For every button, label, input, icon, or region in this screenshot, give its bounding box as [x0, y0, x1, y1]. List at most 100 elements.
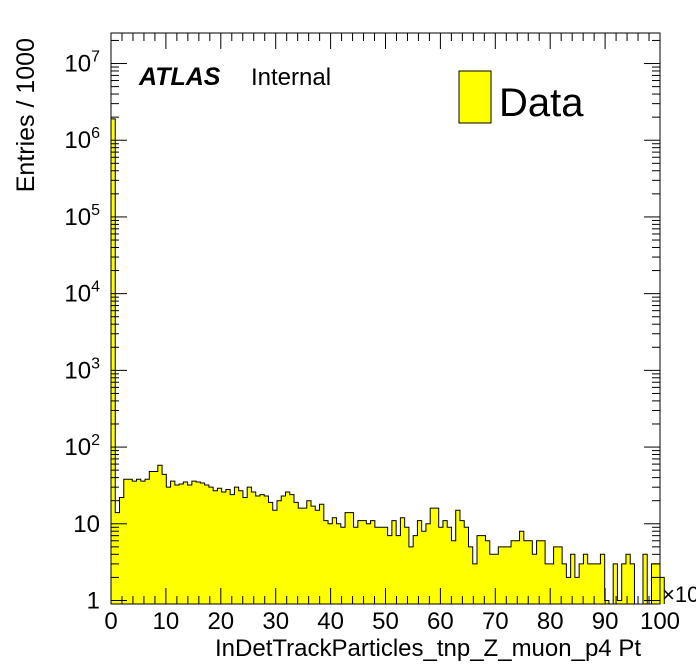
histogram-bar — [396, 535, 401, 604]
y-tick-label: 107 — [64, 49, 100, 78]
histogram-bar — [323, 520, 329, 604]
histogram-bar — [532, 554, 537, 604]
histogram-bar — [149, 471, 154, 604]
histogram-bar — [451, 540, 457, 604]
histogram-bar — [459, 520, 465, 604]
histogram-bar — [502, 546, 508, 604]
histogram-bar — [289, 494, 295, 604]
histogram-bar — [655, 563, 661, 604]
histogram-bar — [557, 546, 563, 604]
histogram-bar — [370, 520, 376, 604]
histogram-bar — [247, 487, 252, 604]
histogram-bar — [140, 481, 146, 604]
histogram-bar — [255, 496, 261, 604]
histogram-bar — [540, 540, 546, 604]
histogram-bar — [294, 502, 299, 604]
y-tick-label: 1 — [87, 587, 100, 614]
histogram-bar — [660, 577, 665, 604]
histogram-bar — [438, 527, 444, 604]
x-tick-label: 50 — [372, 608, 399, 635]
histogram-bar — [132, 481, 137, 604]
histogram-bar — [442, 520, 448, 604]
histogram-bar — [553, 546, 559, 604]
internal-label: Internal — [251, 64, 331, 91]
histogram-bar — [413, 535, 418, 604]
histogram-bar — [345, 512, 350, 604]
histogram-bar — [511, 540, 516, 604]
histogram-bar — [477, 535, 482, 604]
histogram-bar — [613, 563, 618, 604]
histogram-bar — [276, 500, 282, 604]
histogram-bar — [234, 487, 240, 604]
histogram-bar — [562, 563, 567, 604]
histogram-bar — [145, 479, 150, 604]
histogram-bar — [528, 540, 533, 604]
histogram-bar — [298, 508, 303, 604]
histogram-bar — [285, 491, 291, 604]
histogram-bar — [630, 563, 635, 604]
histogram-bar — [357, 520, 363, 604]
histogram-bar — [340, 527, 346, 604]
histogram-bar — [447, 527, 452, 604]
x-tick-label: 90 — [592, 608, 619, 635]
histogram-bar — [485, 540, 491, 604]
histogram-bar — [264, 496, 269, 604]
histogram-bar — [281, 496, 286, 604]
histogram-bar — [242, 497, 248, 604]
bars-group — [111, 118, 665, 604]
histogram-bar — [549, 563, 555, 604]
histogram-bar — [472, 563, 478, 604]
histogram-bar — [417, 520, 423, 604]
histogram-bar — [162, 474, 167, 604]
x-axis-label: InDetTrackParticles_tnp_Z_muon_p4 Pt — [215, 635, 641, 662]
histogram-bar — [136, 479, 142, 604]
histogram-bar — [519, 531, 525, 604]
histogram-bar — [617, 600, 623, 604]
histogram-outline — [110, 118, 665, 605]
histogram-bar — [489, 554, 495, 604]
y-tick-label: 106 — [64, 125, 100, 154]
histogram-bar — [187, 485, 193, 604]
histogram-bar — [498, 546, 503, 604]
histogram-bar — [391, 520, 397, 604]
histogram-bar — [196, 482, 201, 604]
histogram-bar — [621, 563, 627, 604]
histogram-bar — [362, 520, 367, 604]
y-tick-label: 105 — [64, 202, 100, 231]
histogram-bar — [404, 527, 410, 604]
histogram-bar — [302, 508, 308, 604]
y-tick-label: 104 — [64, 279, 100, 308]
histogram-bar — [408, 546, 414, 604]
atlas-label: ATLAS — [138, 63, 221, 91]
x-tick-labels: 0 10 20 30 40 50 60 70 80 90 100 — [104, 608, 680, 635]
histogram-bar — [642, 554, 648, 604]
histogram-bar — [383, 527, 389, 604]
histogram-bar — [336, 523, 342, 604]
x-tick-label: 70 — [482, 608, 509, 635]
histogram-bar — [574, 577, 580, 604]
histogram-bar — [400, 517, 406, 604]
histogram-bar — [332, 517, 337, 604]
x-tick-label: 100 — [640, 608, 680, 635]
legend-entry-data: Data — [499, 81, 584, 125]
histogram-bar — [183, 482, 189, 604]
histogram-bar — [213, 490, 218, 604]
histogram-bar — [349, 512, 354, 604]
histogram-bar — [506, 546, 512, 604]
histogram-bar — [596, 563, 601, 604]
x-tick-label: 60 — [427, 608, 454, 635]
histogram-bar — [111, 118, 116, 604]
x-tick-label: 0 — [104, 608, 117, 635]
histogram-bar — [600, 554, 606, 604]
histogram-bar — [191, 481, 197, 604]
histogram-bar — [315, 510, 320, 604]
histogram-bar — [625, 554, 631, 604]
histogram-bar — [353, 527, 359, 604]
histogram-bar — [119, 497, 125, 604]
histogram-bar — [570, 554, 576, 604]
histogram-bar — [166, 487, 171, 604]
x-tick-label: 40 — [317, 608, 344, 635]
histogram-bar — [421, 531, 427, 604]
histogram-bar — [221, 491, 227, 604]
histogram-bar — [494, 554, 499, 604]
